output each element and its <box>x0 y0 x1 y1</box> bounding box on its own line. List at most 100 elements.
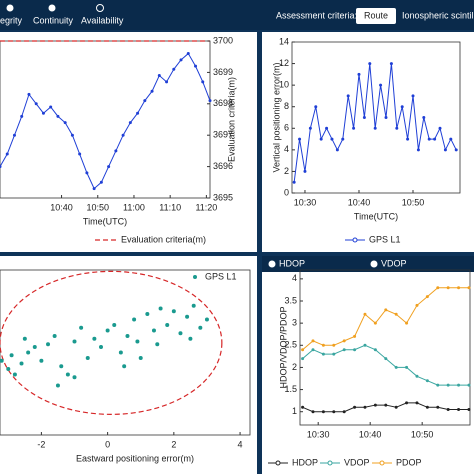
point <box>314 105 318 109</box>
x-axis-label: Eastward positioning error(m) <box>76 453 194 463</box>
point <box>394 312 398 316</box>
point <box>6 367 11 371</box>
legend-label: GPS L1 <box>205 271 237 281</box>
point <box>400 105 404 109</box>
point <box>457 383 461 387</box>
y-tick-label: 1 <box>292 406 297 416</box>
point <box>352 126 356 130</box>
point <box>99 180 103 184</box>
point <box>454 148 458 152</box>
point <box>362 116 366 119</box>
panel <box>0 256 257 474</box>
criteria-ellipse <box>0 270 223 415</box>
point <box>70 133 74 137</box>
plot-area <box>0 40 212 191</box>
point <box>373 348 377 352</box>
toggle[interactable]: HDOP <box>279 258 305 268</box>
y-tick-label: 14 <box>279 36 289 46</box>
point <box>41 111 45 115</box>
x-tick-label: 10:40 <box>359 429 382 439</box>
x-tick-label: 10:50 <box>411 429 434 439</box>
point <box>443 148 447 152</box>
x-tick-label: 0 <box>105 439 110 449</box>
point <box>457 408 461 411</box>
point <box>301 357 305 361</box>
point <box>188 336 193 341</box>
point <box>363 405 367 409</box>
radio[interactable] <box>6 4 14 12</box>
point <box>415 374 419 378</box>
point <box>368 62 372 66</box>
point <box>373 126 377 130</box>
point <box>449 137 453 141</box>
x-tick-label: 11:10 <box>159 202 181 212</box>
legend-marker <box>379 460 385 466</box>
point <box>0 165 2 169</box>
point <box>56 114 60 118</box>
point <box>332 410 336 414</box>
radio[interactable] <box>370 260 378 268</box>
point <box>72 339 77 344</box>
x-tick-label: 10:30 <box>307 429 330 439</box>
legend-label: PDOP <box>396 457 422 467</box>
point <box>373 321 377 325</box>
plot-area <box>292 62 458 184</box>
series-line <box>0 52 211 190</box>
point <box>59 364 64 369</box>
point <box>98 345 103 349</box>
radio[interactable] <box>268 260 276 268</box>
point <box>342 339 346 343</box>
y-tick-label: 2 <box>284 166 289 176</box>
radio[interactable] <box>96 4 104 12</box>
radio[interactable] <box>48 4 56 12</box>
point <box>158 306 163 311</box>
point <box>425 295 429 299</box>
point <box>46 342 51 347</box>
point <box>92 187 96 191</box>
point <box>107 165 111 169</box>
tab[interactable]: egrity <box>0 15 23 25</box>
point <box>191 303 196 308</box>
tab[interactable]: Availability <box>81 15 124 25</box>
tab[interactable]: Continuity <box>33 15 74 25</box>
point <box>384 116 388 119</box>
point <box>92 336 97 341</box>
x-tick-label: 10:30 <box>294 197 317 207</box>
point <box>394 365 398 369</box>
point <box>52 334 57 338</box>
button-label[interactable]: Route <box>364 10 388 20</box>
point <box>171 309 176 314</box>
point <box>303 169 307 173</box>
point <box>204 317 209 322</box>
point <box>446 408 450 411</box>
point <box>311 339 315 343</box>
x-tick-label: 10:40 <box>50 202 73 212</box>
route-button[interactable] <box>356 8 396 24</box>
x-tick-label: 10:40 <box>348 197 371 207</box>
point <box>32 345 37 349</box>
legend-marker <box>327 460 333 466</box>
panel <box>262 256 474 474</box>
y-tick-label: 3697 <box>213 130 233 140</box>
point <box>342 410 346 414</box>
cropped-text: Ionospheric scintill <box>402 10 474 20</box>
point <box>112 323 117 327</box>
point <box>118 350 123 355</box>
y-tick-label: 3 <box>292 318 297 328</box>
point <box>135 339 140 344</box>
point <box>178 331 183 336</box>
toggle[interactable]: VDOP <box>381 258 407 268</box>
point <box>122 364 127 369</box>
point <box>12 372 17 377</box>
point <box>12 133 16 137</box>
legend-label: Evaluation criteria(m) <box>121 234 206 244</box>
point <box>394 405 398 409</box>
point <box>467 383 471 387</box>
point <box>208 99 212 103</box>
point <box>467 408 471 411</box>
point <box>9 353 14 358</box>
point <box>363 312 367 316</box>
plot-frame <box>291 41 461 194</box>
point <box>416 148 420 152</box>
point <box>165 80 169 84</box>
